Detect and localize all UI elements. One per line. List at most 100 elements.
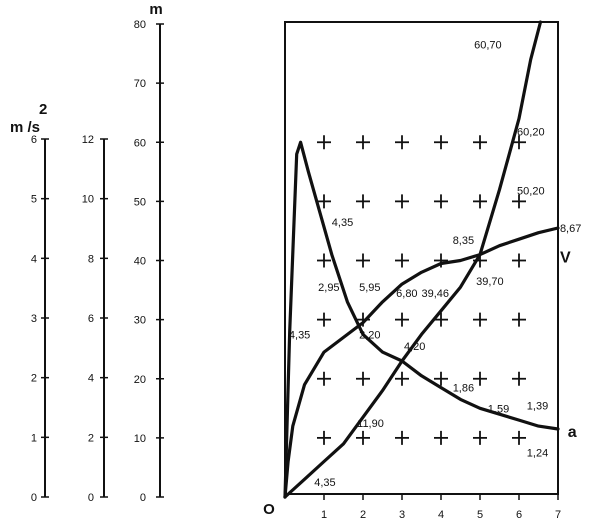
data-label: 4,20 [404,341,425,353]
grid-cross [512,371,526,386]
grid-cross [317,371,331,386]
grid-cross [356,194,370,209]
scale-tick-label: 12 [82,134,94,146]
data-label: 8,67 [560,223,581,235]
scale-tick-label: 0 [88,492,94,504]
scale-tick-label: 1 [31,432,37,444]
data-label: 39,70 [476,276,504,288]
scale-unit-label: m [149,1,162,18]
scale-tick-label: 60 [134,137,146,149]
x-tick-label: 5 [477,509,483,521]
curves-layer: Va [283,20,577,499]
data-label: 1,86 [453,383,474,395]
grid-cross [395,430,409,445]
data-label: 4,35 [332,217,353,229]
plot-frame [284,21,559,495]
x-tick-label: 4 [438,509,444,521]
scale-tick-label: 10 [82,194,94,206]
data-label: 5,95 [359,282,380,294]
grid-cross [356,253,370,268]
grid-cross [317,135,331,150]
scale-unit-label: m /s [10,119,40,136]
scale-tick-label: 2 [88,432,94,444]
data-label: 1,59 [488,403,509,415]
labels-layer: 60,70 60,20 50,20 8,67 4,35 8,35 2,95 5,95 6,80 3… [289,40,581,490]
grid-cross [473,430,487,445]
scale-tick-label: 6 [31,134,37,146]
scale-2: 0 2 4 6 8 10 12 [82,134,108,504]
grid-cross [395,253,409,268]
grid-cross [512,194,526,209]
data-label: 6,80 [396,288,417,300]
grid-cross [473,371,487,386]
data-label: 11,90 [357,418,384,430]
grid-cross [317,253,331,268]
origin-label: O [263,501,275,518]
grid-cross [473,194,487,209]
grid-cross [317,312,331,327]
grid-cross [356,135,370,150]
scale-tick-label: 2 [31,373,37,385]
grid-cross [434,312,448,327]
plot-frame-layer: 1 2 3 4 5 6 7 O [263,21,561,521]
data-label: 4,35 [314,477,335,489]
grid-cross [395,312,409,327]
scale-tick-label: 4 [88,373,94,385]
grid-cross [434,135,448,150]
scale-tick-label: 8 [88,253,94,265]
data-label: 2,20 [359,329,380,341]
scale-tick-label: 0 [31,492,37,504]
x-tick-label: 1 [321,509,327,521]
grid-cross [434,194,448,209]
data-label: 8,35 [453,235,474,247]
data-label: 60,20 [517,127,545,139]
grid-cross [317,194,331,209]
scale-tick-label: 6 [88,313,94,325]
series-label-v: V [560,250,571,267]
data-label: 50,20 [517,186,545,198]
series-line-v [283,226,560,499]
x-tick-label: 3 [399,509,405,521]
x-tick-label: 7 [555,509,561,521]
scale-tick-label: 0 [140,492,146,504]
data-label: 4,35 [289,329,310,341]
series-line-a [283,140,560,499]
grid-cross [473,135,487,150]
scale-tick-label: 20 [134,374,146,386]
scale-tick-label: 30 [134,315,146,327]
grid-cross [434,371,448,386]
grid-cross [356,430,370,445]
x-tick-label: 2 [360,509,366,521]
grid-cross [395,194,409,209]
series-line-distance [283,20,543,499]
grid-cross [512,253,526,268]
scale-tick-label: 40 [134,256,146,268]
data-label: 1,24 [527,448,548,460]
data-label: 39,46 [422,288,450,300]
grid-cross [473,312,487,327]
scale-tick-label: 4 [31,253,37,265]
data-label: 2,95 [318,282,339,294]
grid-cross [317,430,331,445]
grid-cross [512,312,526,327]
grid-cross [512,430,526,445]
x-tick-label: 6 [516,509,522,521]
grid-cross [395,371,409,386]
scale-tick-label: 50 [134,196,146,208]
scale-tick-label: 10 [134,433,146,445]
crosses-layer [317,135,526,445]
grid-cross [356,371,370,386]
scale-tick-label: 3 [31,313,37,325]
scale-tick-label: 70 [134,78,146,90]
scale-unit-superscript: 2 [39,101,47,118]
grid-cross [395,135,409,150]
data-label: 1,39 [527,400,548,412]
grid-cross [434,430,448,445]
scale-3: 0 10 20 30 40 50 60 70 80m [134,1,164,504]
scale-tick-label: 80 [134,19,146,31]
scale-tick-label: 5 [31,194,37,206]
